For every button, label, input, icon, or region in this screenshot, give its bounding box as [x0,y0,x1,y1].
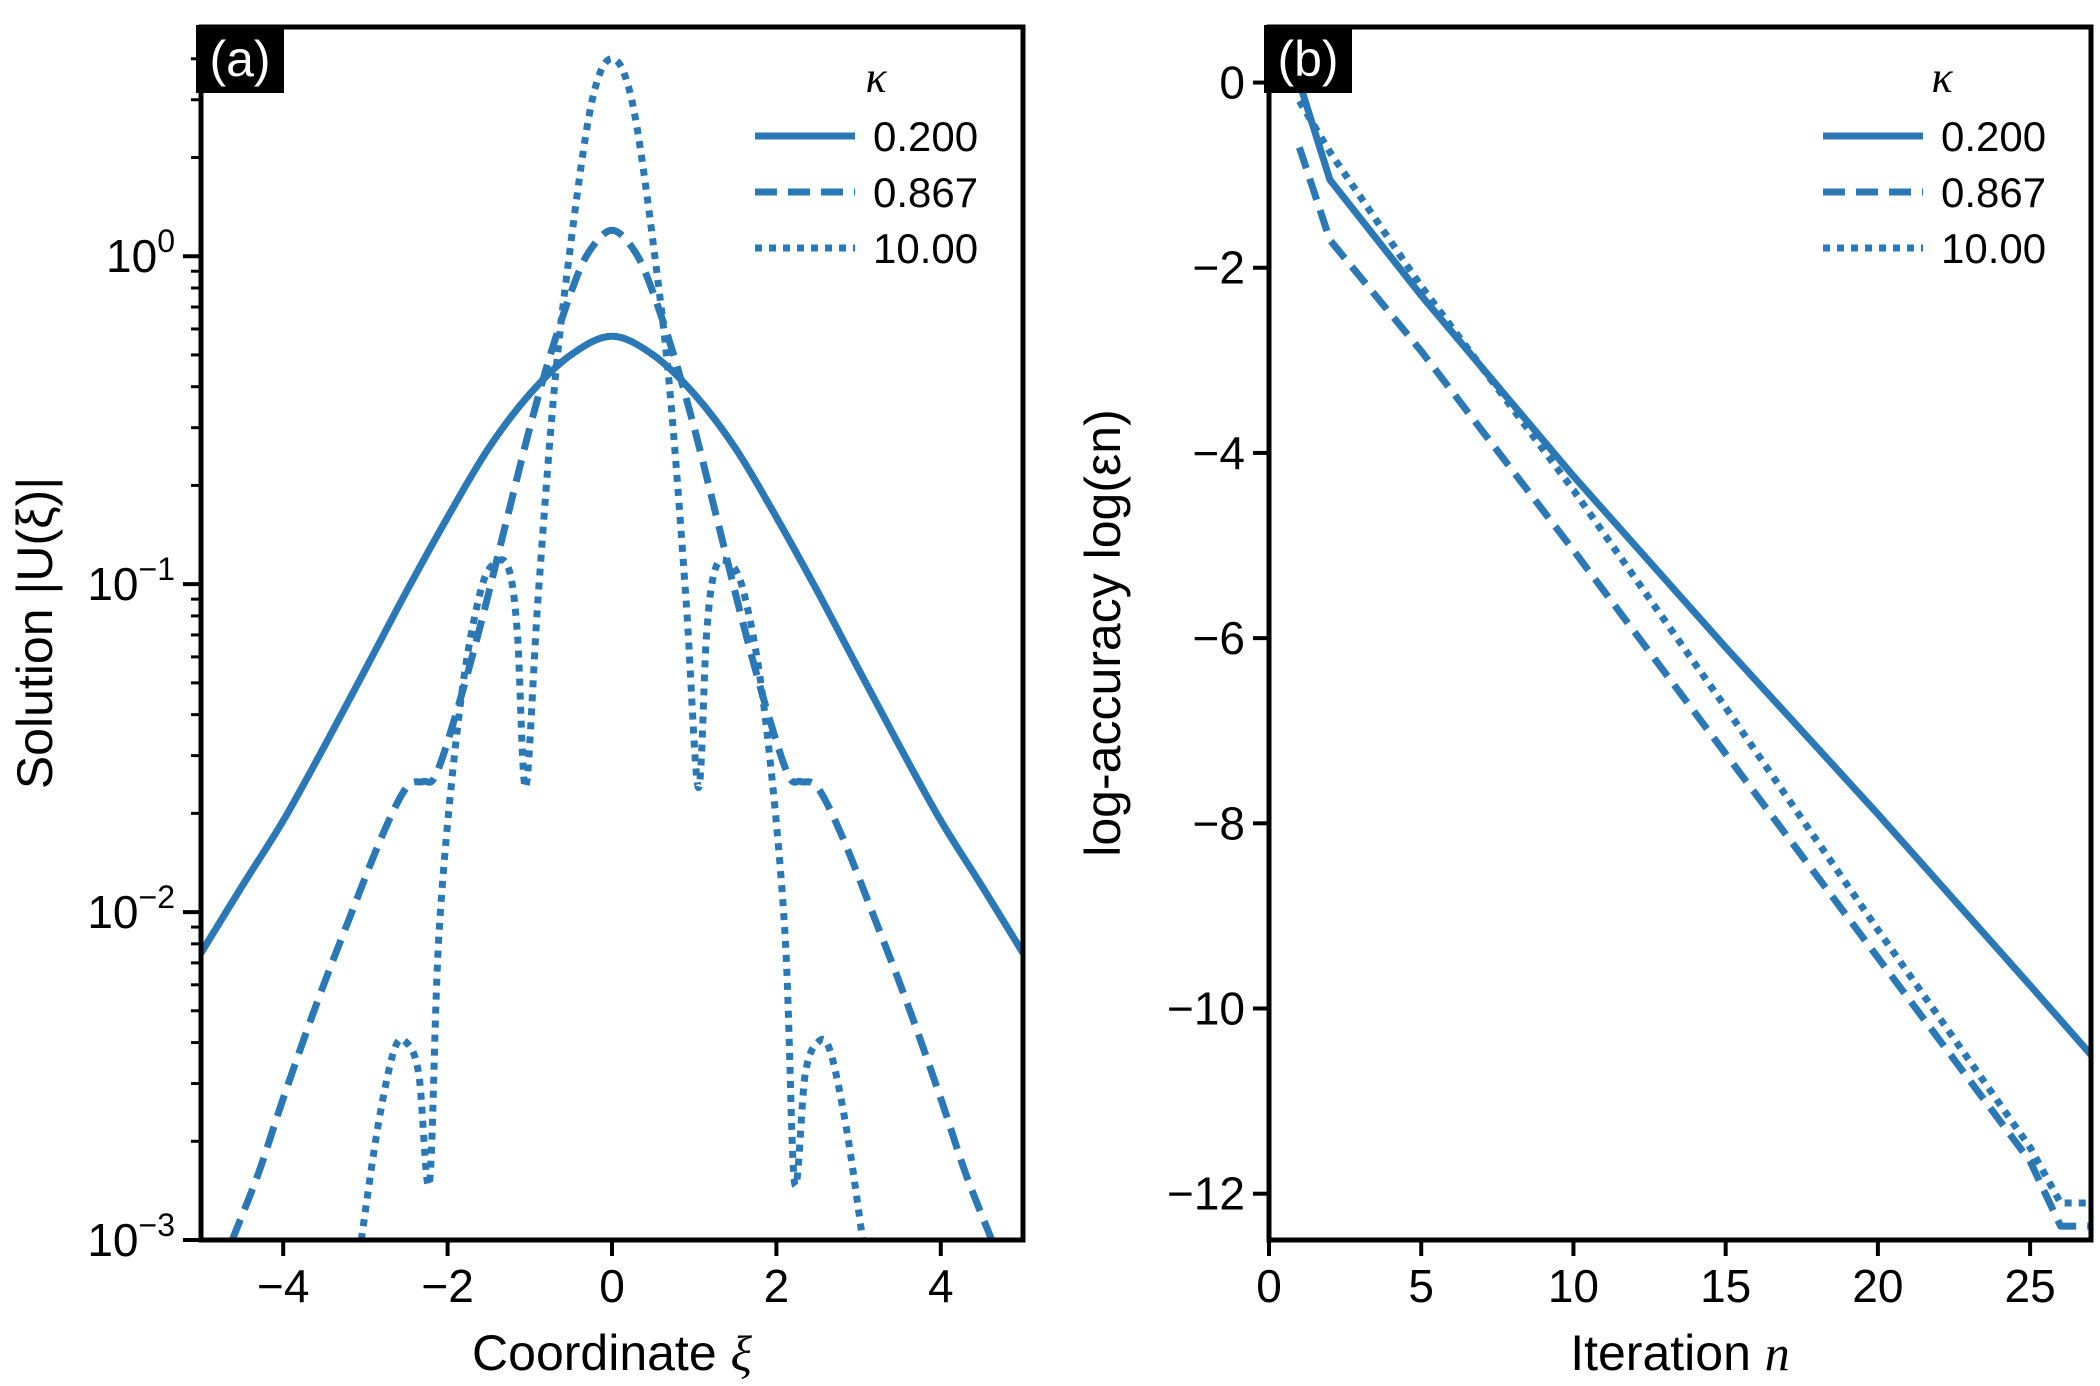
y-tick-label: 10−1 [87,551,175,610]
x-tick-label: 10 [1548,1260,1599,1312]
panel-b-series [1296,81,2091,1230]
x-tick-label: 20 [1852,1260,1903,1312]
legend-label: 0.200 [873,113,978,160]
legend-label: 0.867 [873,169,978,216]
panel-a-xlabel: Coordinate ξ [472,1325,753,1381]
panel-b-ylabel: log-accuracy log(εn) [1075,409,1131,856]
panel-b-frame [1266,24,2094,1243]
x-tick-label: 25 [2005,1260,2056,1312]
panel-b: 0 5 10 15 20 25 0 −2 −4 −6 −8 −10 −12 (b) κ 0.200 0.8… [1075,24,2094,1381]
series-line-solid [1296,81,2091,1058]
y-tick-label: 100 [106,223,175,282]
legend-label: 0.200 [1941,113,2046,160]
y-tick-label: −8 [1193,797,1245,849]
panel-a-label-bg [196,25,284,93]
legend-label: 10.00 [873,225,978,272]
panel-b-ticks: 0 5 10 15 20 25 0 −2 −4 −6 −8 −10 −12 [1167,57,2056,1312]
series-line-dotted [1296,99,2091,1207]
series-group [1296,81,2091,1230]
panel-a-legend: κ 0.200 0.867 10.00 [755,53,978,272]
y-tick-label: −6 [1193,612,1245,664]
panel-a-label-text: (a) [209,31,270,87]
x-tick-label: 0 [1256,1260,1282,1312]
panel-b-xlabel: Iteration n [1570,1325,1790,1381]
panel-a-label: (a) [196,25,284,93]
panel-a-frame [198,24,1026,1243]
series-line-dotted [357,55,867,1240]
series-line-dashed [228,226,996,1240]
panel-b-label: (b) [1264,25,1352,93]
series-group [201,55,1023,1240]
x-tick-label: 0 [599,1260,625,1312]
panel-b-label-text: (b) [1277,31,1338,87]
panel-b-legend-title: κ [1931,53,1953,102]
x-tick-label: 15 [1700,1260,1751,1312]
panel-a: −4 −2 0 2 4 100 10−1 10−2 10−3 (a) κ 0.200 0.867 1… [7,24,1026,1381]
series-line-solid [201,332,1023,955]
y-tick-label: 10−2 [87,879,175,938]
x-tick-label: 4 [928,1260,954,1312]
x-tick-label: 5 [1408,1260,1434,1312]
panel-b-legend: κ 0.200 0.867 10.00 [1823,53,2046,272]
x-tick-label: −2 [421,1260,473,1312]
y-tick-label: −10 [1167,983,1245,1035]
x-tick-label: 2 [764,1260,790,1312]
y-tick-label: −2 [1193,242,1245,294]
panel-b-label-bg [1264,25,1352,93]
y-tick-label: 0 [1219,57,1245,109]
legend-label: 0.867 [1941,169,2046,216]
series-line-dashed [1296,146,2091,1230]
y-tick-label: 10−3 [87,1207,175,1266]
legend-label: 10.00 [1941,225,2046,272]
panel-a-series [201,55,1023,1240]
y-tick-label: −4 [1193,427,1245,479]
x-tick-label: −4 [257,1260,309,1312]
y-tick-label: −12 [1167,1168,1245,1220]
panel-a-legend-title: κ [865,53,887,102]
panel-a-ylabel: Solution |U(ξ)| [7,477,63,789]
